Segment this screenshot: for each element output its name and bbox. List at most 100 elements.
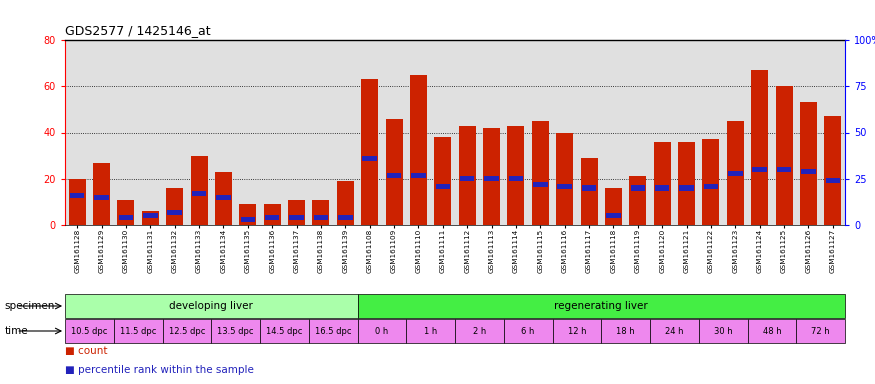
Bar xyxy=(704,184,718,189)
Bar xyxy=(216,195,231,200)
Bar xyxy=(629,176,647,225)
Bar xyxy=(678,142,695,225)
Text: 13.5 dpc: 13.5 dpc xyxy=(217,326,254,336)
Bar xyxy=(337,181,354,225)
Bar xyxy=(631,185,645,190)
Bar xyxy=(484,176,499,181)
Text: 30 h: 30 h xyxy=(714,326,732,336)
Bar xyxy=(434,137,452,225)
Bar xyxy=(605,188,622,225)
Text: developing liver: developing liver xyxy=(170,301,253,311)
Bar xyxy=(387,172,402,177)
Bar xyxy=(338,215,353,220)
Bar xyxy=(65,294,358,318)
Bar xyxy=(654,185,669,190)
Text: 11.5 dpc: 11.5 dpc xyxy=(120,326,157,336)
Bar xyxy=(436,184,450,189)
Bar xyxy=(191,156,207,225)
Bar xyxy=(455,319,504,343)
Bar xyxy=(211,319,260,343)
Bar xyxy=(606,213,620,218)
Bar xyxy=(699,319,747,343)
Bar xyxy=(483,128,500,225)
Bar xyxy=(260,319,309,343)
Bar xyxy=(65,319,114,343)
Bar xyxy=(68,179,86,225)
Bar xyxy=(358,319,406,343)
Bar xyxy=(386,119,402,225)
Bar xyxy=(215,172,232,225)
Text: 12.5 dpc: 12.5 dpc xyxy=(169,326,205,336)
Bar xyxy=(533,182,548,187)
Bar xyxy=(458,126,476,225)
Bar xyxy=(796,319,845,343)
Bar xyxy=(361,79,378,225)
Bar xyxy=(824,116,842,225)
Text: 48 h: 48 h xyxy=(763,326,781,336)
Bar xyxy=(163,319,211,343)
Bar xyxy=(650,319,699,343)
Bar xyxy=(556,132,573,225)
Bar xyxy=(167,210,182,215)
Text: GDS2577 / 1425146_at: GDS2577 / 1425146_at xyxy=(65,25,211,38)
Bar xyxy=(507,126,524,225)
Text: time: time xyxy=(4,326,28,336)
Bar xyxy=(728,170,743,176)
Bar xyxy=(532,121,549,225)
Bar xyxy=(192,191,206,196)
Text: 2 h: 2 h xyxy=(473,326,486,336)
Bar xyxy=(601,319,650,343)
Bar xyxy=(239,204,256,225)
Text: specimen: specimen xyxy=(4,301,55,311)
Text: 14.5 dpc: 14.5 dpc xyxy=(266,326,303,336)
Bar xyxy=(290,215,304,220)
Bar xyxy=(679,185,694,190)
Bar xyxy=(752,167,767,172)
Bar xyxy=(751,70,768,225)
Bar xyxy=(504,319,552,343)
Bar xyxy=(727,121,744,225)
Bar xyxy=(557,184,572,189)
Bar xyxy=(309,319,358,343)
Text: 72 h: 72 h xyxy=(811,326,830,336)
Bar xyxy=(747,319,796,343)
Bar xyxy=(313,215,328,220)
Bar xyxy=(508,176,523,181)
Bar xyxy=(802,169,816,174)
Bar xyxy=(362,156,377,161)
Bar xyxy=(114,319,163,343)
Text: 1 h: 1 h xyxy=(424,326,438,336)
Bar xyxy=(143,213,158,218)
Bar xyxy=(70,193,85,198)
Bar xyxy=(777,167,791,172)
Bar xyxy=(825,178,840,183)
Bar xyxy=(460,176,474,181)
Bar xyxy=(166,188,183,225)
Bar xyxy=(119,215,133,220)
Text: 12 h: 12 h xyxy=(568,326,586,336)
Text: 24 h: 24 h xyxy=(665,326,683,336)
Text: 18 h: 18 h xyxy=(616,326,635,336)
Bar xyxy=(312,200,330,225)
Bar xyxy=(265,215,279,220)
Bar xyxy=(358,294,845,318)
Text: 16.5 dpc: 16.5 dpc xyxy=(315,326,352,336)
Bar xyxy=(263,204,281,225)
Bar xyxy=(406,319,455,343)
Bar xyxy=(142,211,159,225)
Text: ■ percentile rank within the sample: ■ percentile rank within the sample xyxy=(65,365,254,375)
Text: ■ count: ■ count xyxy=(65,346,108,356)
Bar xyxy=(411,172,426,177)
Bar xyxy=(241,217,256,222)
Bar xyxy=(117,200,135,225)
Bar xyxy=(654,142,671,225)
Text: regenerating liver: regenerating liver xyxy=(555,301,648,311)
Bar xyxy=(94,195,108,200)
Text: 0 h: 0 h xyxy=(375,326,388,336)
Bar xyxy=(703,139,719,225)
Text: 6 h: 6 h xyxy=(522,326,535,336)
Bar xyxy=(552,319,601,343)
Bar xyxy=(775,86,793,225)
Bar xyxy=(582,185,597,190)
Bar xyxy=(93,162,110,225)
